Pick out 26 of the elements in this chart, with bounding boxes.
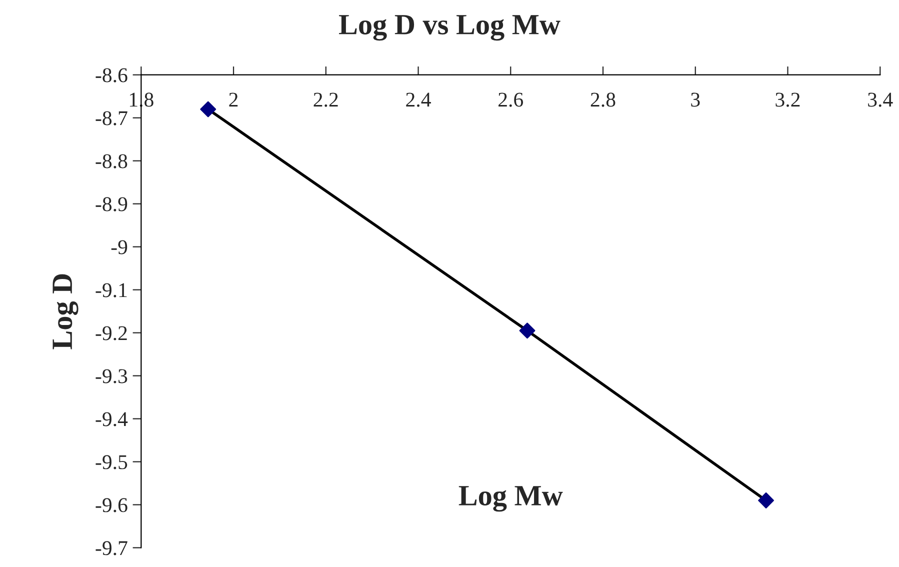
y-tick-label: -8.8 (96, 154, 128, 168)
y-tick-label: -8.9 (96, 197, 128, 212)
y-tick-label: -9.7 (96, 541, 128, 556)
point (519, 322, 536, 339)
y-tick-label: -9 (111, 240, 128, 254)
y-tick-label: -9.3 (96, 369, 128, 384)
x-tick-label: 3.4 (868, 92, 893, 107)
y-tick-label: -8.7 (96, 111, 128, 126)
y-axis-title: Log D (52, 274, 78, 350)
y-tick-label: -9.2 (96, 326, 127, 340)
x-tick-label: 2.6 (498, 92, 524, 107)
x-axis-title: Log Mw (458, 486, 563, 512)
y-tick-label: -9.4 (96, 412, 128, 426)
y-tick-label: -9.5 (96, 455, 128, 470)
point (758, 492, 774, 508)
x-tick-label: 2 (229, 92, 238, 107)
x-tick-label: 2.8 (590, 92, 616, 107)
x-tick-label: 2.2 (314, 92, 338, 107)
x-tick-label: 2.4 (406, 92, 431, 107)
y-tick-label: -8.6 (96, 68, 128, 82)
y-tick-label: -9.1 (96, 283, 127, 298)
x-tick-label: 3.2 (776, 92, 800, 107)
x-tick-label: 3 (691, 92, 700, 107)
chart-title: Log D vs Log Mw (338, 15, 560, 41)
y-tick-label: -9.6 (96, 498, 128, 512)
point (200, 101, 216, 118)
